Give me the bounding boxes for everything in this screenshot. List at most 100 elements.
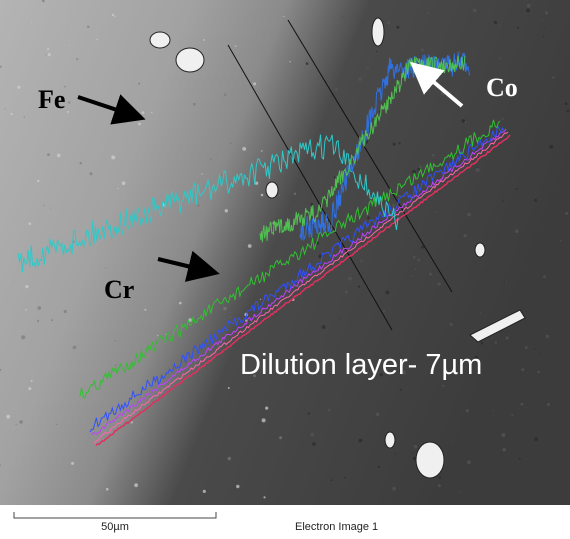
speck	[502, 200, 504, 202]
speck	[421, 245, 424, 249]
speck	[55, 423, 58, 426]
speck	[192, 102, 196, 106]
speck	[6, 414, 11, 419]
speck	[475, 167, 480, 172]
speck	[310, 202, 314, 206]
speck	[449, 322, 453, 326]
speck	[197, 204, 200, 207]
speck	[330, 479, 333, 482]
speck	[396, 25, 400, 29]
speck	[255, 181, 259, 185]
line-scan	[17, 52, 511, 447]
speck	[43, 204, 45, 206]
speck	[344, 290, 348, 294]
scan-trace	[95, 134, 511, 447]
speck	[279, 436, 283, 440]
speck	[480, 342, 484, 345]
speck	[442, 384, 445, 387]
speck	[202, 489, 206, 493]
speck	[518, 457, 521, 460]
speck	[501, 433, 506, 437]
speck	[452, 442, 454, 444]
speck	[392, 203, 396, 208]
speck	[358, 77, 362, 82]
speck	[438, 476, 441, 479]
speck	[414, 268, 417, 270]
speck	[419, 165, 422, 169]
speck	[379, 111, 381, 113]
speck	[348, 276, 352, 281]
speck	[69, 44, 71, 46]
speck	[463, 234, 467, 238]
scan-trace	[17, 134, 399, 273]
speck	[397, 194, 401, 198]
caption: Electron Image 1	[295, 521, 378, 533]
speck	[278, 194, 281, 197]
speck	[457, 85, 458, 87]
speck	[465, 409, 469, 413]
speck	[105, 487, 109, 491]
speck	[64, 85, 66, 88]
boundary-line	[227, 44, 393, 331]
speck	[28, 222, 32, 225]
speck	[398, 142, 401, 145]
speck	[47, 153, 50, 157]
speck	[111, 13, 115, 17]
speck	[412, 255, 416, 259]
speck	[321, 325, 326, 329]
speck	[461, 119, 466, 123]
speck	[19, 420, 23, 424]
speck	[344, 476, 346, 479]
speck	[17, 85, 21, 89]
speck	[515, 187, 518, 190]
speck	[534, 437, 539, 442]
speck	[559, 239, 562, 242]
speck	[464, 121, 467, 124]
speck	[534, 348, 536, 350]
speck	[236, 484, 240, 489]
speck	[47, 47, 50, 50]
speck	[334, 87, 339, 92]
speck	[459, 491, 461, 493]
speck	[111, 121, 114, 124]
speck	[565, 211, 569, 215]
particles	[149, 17, 526, 479]
speck	[394, 452, 396, 455]
speck	[415, 442, 417, 444]
speck	[564, 102, 568, 106]
speck	[10, 113, 13, 116]
scale-label: 50µm	[101, 521, 129, 533]
speck	[539, 352, 541, 355]
speck	[23, 116, 25, 118]
speck	[203, 39, 205, 41]
speck	[511, 414, 514, 416]
speck	[467, 460, 471, 465]
speck	[261, 418, 266, 423]
speck	[30, 379, 33, 382]
speck	[25, 285, 29, 289]
speck	[121, 181, 126, 185]
speck	[401, 370, 406, 375]
speck	[382, 309, 386, 312]
scan-trace	[299, 52, 471, 242]
speck	[339, 317, 341, 319]
speck	[119, 482, 121, 484]
speck	[358, 285, 361, 288]
speck	[494, 341, 498, 344]
speck	[501, 117, 504, 120]
speck	[87, 25, 90, 28]
speck	[68, 101, 71, 104]
speck	[545, 11, 549, 15]
speck	[57, 153, 61, 158]
speck	[138, 82, 141, 85]
speck	[4, 108, 6, 110]
speck	[479, 312, 481, 314]
speck	[394, 308, 395, 310]
speck	[223, 306, 227, 311]
speck	[30, 21, 32, 23]
speck	[71, 26, 72, 27]
speck	[492, 410, 494, 412]
speck	[542, 36, 545, 38]
speck	[517, 26, 520, 29]
